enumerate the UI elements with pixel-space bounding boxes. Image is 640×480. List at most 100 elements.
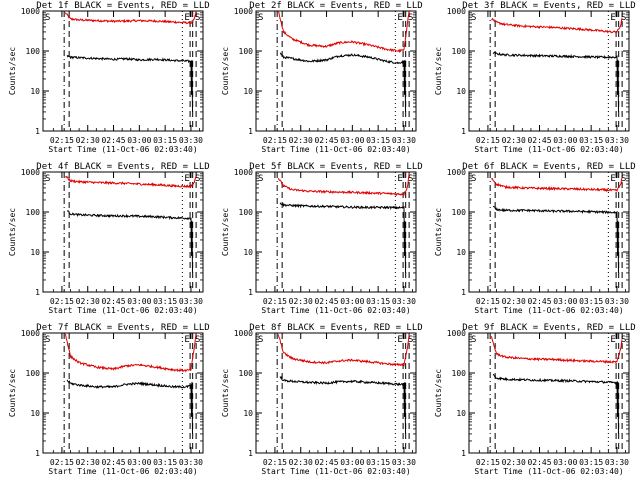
x-axis-label: Start Time (11-Oct-06 02:03:40) xyxy=(261,145,410,154)
x-tick-label: 02:30 xyxy=(502,297,526,306)
y-tick-label: 10 xyxy=(243,248,253,257)
x-tick-label: 03:00 xyxy=(553,297,577,306)
event-rate-trace xyxy=(492,205,619,273)
x-tick-label: 03:00 xyxy=(340,136,364,145)
x-tick-label: 02:30 xyxy=(76,458,100,467)
x-tick-label: 02:15 xyxy=(263,297,287,306)
detector-panel: Det 3f BLACK = Events, RED = LLD 1 10 100 10… xyxy=(434,1,636,154)
x-tick-label: 03:15 xyxy=(153,458,177,467)
x-tick-label: 02:45 xyxy=(314,458,338,467)
x-tick-label: 02:15 xyxy=(50,297,74,306)
x-tick-label: 03:15 xyxy=(579,136,603,145)
x-axis-label: Start Time (11-Oct-06 02:03:40) xyxy=(48,306,197,315)
panel-title: Det 3f BLACK = Events, RED = LLD xyxy=(462,1,635,11)
saa-start-label: S xyxy=(258,335,263,345)
panel-title: Det 8f BLACK = Events, RED = LLD xyxy=(249,323,422,333)
x-tick-label: 02:30 xyxy=(502,458,526,467)
x-tick-label: 02:15 xyxy=(476,297,500,306)
x-tick-label: 03:30 xyxy=(392,458,416,467)
y-tick-label: 10 xyxy=(243,409,253,418)
event-rate-trace xyxy=(66,379,193,434)
plot-frame xyxy=(468,10,630,132)
stop-label: S xyxy=(408,13,413,23)
y-tick-label: 100 xyxy=(239,47,254,56)
x-tick-label: 03:15 xyxy=(579,297,603,306)
plot-frame xyxy=(255,332,417,454)
y-tick-label: 10 xyxy=(30,409,40,418)
x-tick-label: 02:15 xyxy=(50,458,74,467)
x-tick-label: 02:30 xyxy=(289,297,313,306)
x-tick-label: 03:30 xyxy=(179,297,203,306)
y-axis-label: Counts/sec xyxy=(221,208,230,256)
event-rate-trace xyxy=(280,52,406,112)
detector-panel: Det 4f BLACK = Events, RED = LLD 1 10 100 10… xyxy=(8,162,210,315)
y-tick-label: 100 xyxy=(26,369,41,378)
stop-label: S xyxy=(195,335,200,345)
plot-frame xyxy=(255,10,417,132)
event-rate-trace xyxy=(492,373,619,434)
y-tick-label: 1 xyxy=(248,449,253,458)
y-tick-label: 100 xyxy=(452,208,467,217)
y-tick-label: 1000 xyxy=(21,168,40,177)
y-tick-label: 1 xyxy=(461,127,466,136)
x-tick-label: 02:30 xyxy=(76,297,100,306)
y-axis-label: Counts/sec xyxy=(221,47,230,95)
y-tick-label: 1000 xyxy=(447,7,466,16)
x-tick-label: 02:30 xyxy=(289,458,313,467)
lld-rate-trace xyxy=(64,333,197,373)
panel-title: Det 6f BLACK = Events, RED = LLD xyxy=(462,162,635,172)
x-tick-label: 02:30 xyxy=(502,136,526,145)
panel-title: Det 4f BLACK = Events, RED = LLD xyxy=(36,162,209,172)
event-rate-trace xyxy=(492,51,619,112)
x-tick-label: 02:15 xyxy=(476,458,500,467)
end-label: E xyxy=(184,174,189,184)
plot-frame xyxy=(255,171,417,293)
y-tick-label: 10 xyxy=(30,87,40,96)
stop-label: S xyxy=(195,13,200,23)
lld-rate-trace xyxy=(277,10,410,54)
stop-label: S xyxy=(621,13,626,23)
y-tick-label: 100 xyxy=(239,369,254,378)
x-tick-label: 02:45 xyxy=(527,136,551,145)
lld-rate-trace xyxy=(65,175,197,189)
y-tick-label: 1 xyxy=(35,288,40,297)
saa-start-label: S xyxy=(471,13,476,23)
y-tick-label: 100 xyxy=(452,369,467,378)
x-tick-label: 02:15 xyxy=(476,136,500,145)
saa-start-label: S xyxy=(45,335,50,345)
event-rate-trace xyxy=(279,202,406,273)
event-rate-trace xyxy=(66,55,193,112)
x-axis-label: Start Time (11-Oct-06 02:03:40) xyxy=(48,467,197,476)
end-label: E xyxy=(397,174,402,184)
lld-rate-trace xyxy=(277,173,410,197)
x-tick-label: 02:45 xyxy=(527,297,551,306)
end-label: E xyxy=(397,13,402,23)
y-tick-label: 100 xyxy=(452,47,467,56)
end-label: E xyxy=(610,13,615,23)
y-tick-label: 10 xyxy=(456,409,466,418)
y-tick-label: 1 xyxy=(248,288,253,297)
saa-start-label: S xyxy=(258,13,263,23)
end-label: E xyxy=(184,13,189,23)
stop-label: S xyxy=(621,174,626,184)
plot-frame xyxy=(468,171,630,293)
y-axis-label: Counts/sec xyxy=(8,208,17,256)
detector-panel: Det 1f BLACK = Events, RED = LLD 1 10 100 10… xyxy=(8,1,210,154)
y-tick-label: 1000 xyxy=(21,329,40,338)
x-tick-label: 03:30 xyxy=(392,136,416,145)
x-axis-label: Start Time (11-Oct-06 02:03:40) xyxy=(48,145,197,154)
saa-start-label: S xyxy=(471,335,476,345)
end-label: E xyxy=(184,335,189,345)
x-tick-label: 03:00 xyxy=(127,458,151,467)
x-axis-label: Start Time (11-Oct-06 02:03:40) xyxy=(474,145,623,154)
y-tick-label: 1000 xyxy=(234,329,253,338)
x-tick-label: 02:45 xyxy=(314,297,338,306)
x-tick-label: 03:30 xyxy=(179,136,203,145)
y-tick-label: 100 xyxy=(26,47,41,56)
panel-title: Det 2f BLACK = Events, RED = LLD xyxy=(249,1,422,11)
detector-panel: Det 2f BLACK = Events, RED = LLD 1 10 100 10… xyxy=(221,1,423,154)
detector-panel: Det 7f BLACK = Events, RED = LLD 1 10 100 10… xyxy=(8,323,210,476)
lld-rate-trace xyxy=(491,177,623,193)
x-tick-label: 02:15 xyxy=(263,458,287,467)
